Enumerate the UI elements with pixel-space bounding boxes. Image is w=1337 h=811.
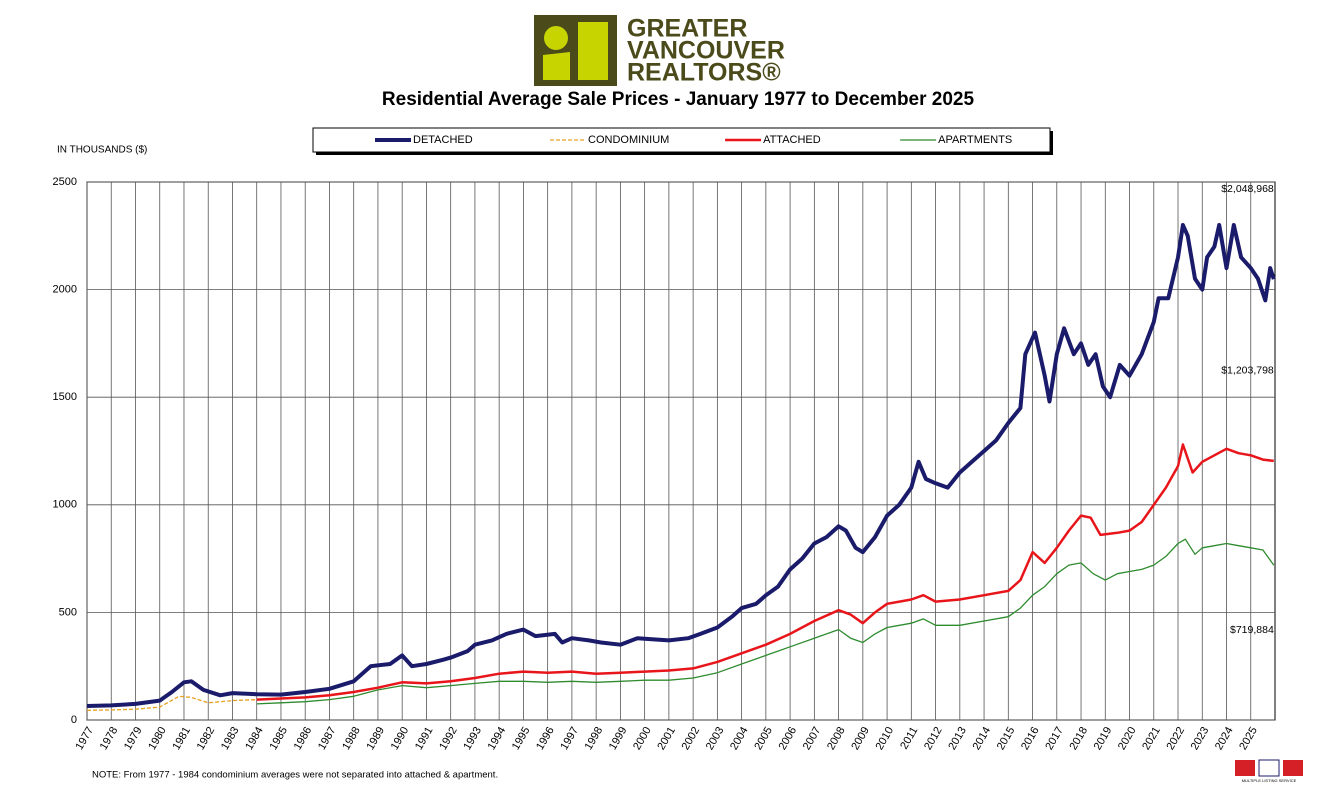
- x-tick-label: 1985: [267, 725, 290, 752]
- mls-text: MULTIPLE LISTING SERVICE: [1242, 778, 1297, 783]
- x-tick-label: 1992: [437, 725, 460, 752]
- x-tick-label: 2004: [728, 725, 751, 752]
- x-tick-label: 2000: [631, 725, 654, 752]
- annotation: $2,048,968: [1221, 183, 1274, 195]
- x-tick-label: 2019: [1092, 725, 1115, 752]
- x-tick-label: 1980: [146, 725, 169, 752]
- plot-area: [86, 181, 1276, 721]
- x-tick-label: 2001: [655, 725, 678, 752]
- logo-shape: [544, 26, 568, 50]
- y-tick-label: 0: [71, 714, 77, 726]
- x-tick-label: 1978: [98, 725, 121, 752]
- x-tick-label: 2022: [1165, 725, 1188, 752]
- x-tick-label: 1979: [122, 725, 145, 752]
- y-tick-label: 500: [59, 606, 77, 618]
- annotation: $1,203,798: [1221, 365, 1274, 377]
- x-tick-label: 2013: [946, 725, 969, 752]
- x-tick-label: 1995: [510, 725, 533, 752]
- x-tick-label: 1997: [558, 725, 581, 752]
- y-tick-label: 1000: [53, 499, 77, 511]
- x-tick-label: 1998: [583, 725, 606, 752]
- series-line: [86, 695, 257, 711]
- x-tick-label: 2017: [1043, 725, 1066, 752]
- x-tick-label: 1996: [534, 725, 557, 752]
- x-tick-label: 1990: [389, 725, 412, 752]
- x-tick-label: 2007: [801, 725, 824, 752]
- x-tick-label: 2003: [704, 725, 727, 752]
- note: NOTE: From 1977 - 1984 condominium avera…: [92, 770, 498, 781]
- x-tick-label: 1991: [413, 725, 436, 752]
- x-tick-label: 2008: [825, 725, 848, 752]
- legend-label: ATTACHED: [763, 134, 821, 146]
- x-tick-label: 2012: [922, 725, 945, 752]
- x-tick-label: 1983: [219, 725, 242, 752]
- x-tick-label: 2011: [898, 725, 920, 751]
- x-tick-label: 2014: [971, 725, 994, 752]
- x-tick-label: 2020: [1116, 725, 1139, 752]
- x-tick-label: 2015: [995, 725, 1018, 752]
- logo-shape: [543, 52, 570, 80]
- chart-title: Residential Average Sale Prices - Januar…: [382, 89, 975, 110]
- brand-text: VANCOUVER: [627, 37, 785, 65]
- x-tick-label: 2002: [680, 725, 703, 752]
- x-tick-label: 2005: [752, 725, 775, 752]
- y-tick-label: 1500: [53, 391, 77, 403]
- y-tick-label: 2000: [53, 284, 77, 296]
- x-tick-label: 1982: [195, 725, 218, 752]
- x-tick-label: 2018: [1068, 725, 1091, 752]
- logo: GREATER VANCOUVER REALTORS®: [534, 15, 785, 87]
- x-tick-label: 2024: [1213, 725, 1236, 752]
- series-line: [256, 443, 1274, 701]
- x-tick-label: 2023: [1189, 725, 1212, 752]
- x-tick-label: 2010: [874, 725, 897, 752]
- y-tick-label: 2500: [53, 176, 77, 188]
- y-axis-label: IN THOUSANDS ($): [57, 145, 147, 156]
- legend-label: CONDOMINIUM: [588, 134, 669, 146]
- brand-text: GREATER: [627, 15, 747, 43]
- series-line: [86, 223, 1276, 708]
- x-tick-label: 2021: [1140, 725, 1163, 752]
- x-tick-label: 1984: [243, 725, 266, 752]
- legend-label: APARTMENTS: [938, 134, 1012, 146]
- x-tick-label: 1981: [170, 725, 193, 752]
- x-tick-label: 1999: [607, 725, 630, 752]
- x-tick-label: 2006: [777, 725, 800, 752]
- series-line: [256, 538, 1275, 705]
- x-tick-label: 1989: [364, 725, 387, 752]
- x-tick-label: 1994: [486, 725, 509, 752]
- x-tick-label: 1993: [461, 725, 484, 752]
- x-tick-label: 2025: [1237, 725, 1260, 752]
- legend-label: DETACHED: [413, 134, 473, 146]
- mls-box: [1283, 760, 1303, 776]
- x-tick-label: 1986: [292, 725, 315, 752]
- mls-box: [1258, 759, 1280, 777]
- x-tick-label: 1977: [73, 725, 96, 752]
- x-tick-label: 1987: [316, 725, 339, 752]
- brand-text: REALTORS®: [627, 59, 781, 87]
- x-tick-label: 2016: [1019, 725, 1042, 752]
- x-tick-label: 1988: [340, 725, 363, 752]
- mls-logo: MULTIPLE LISTING SERVICE: [1235, 759, 1303, 783]
- annotation: $719,884: [1230, 624, 1274, 636]
- logo-shape: [578, 22, 608, 80]
- x-tick-label: 2009: [849, 725, 872, 752]
- mls-box: [1235, 760, 1255, 776]
